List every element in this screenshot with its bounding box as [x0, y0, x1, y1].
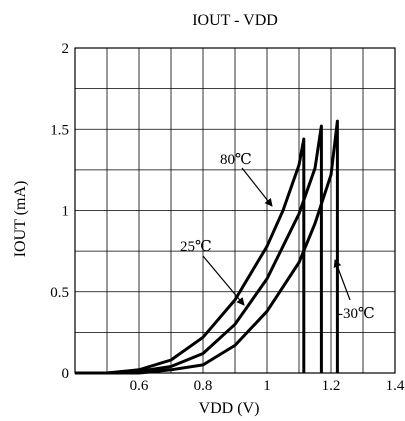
annotation-80c: 80℃	[220, 152, 252, 168]
x-tick-label: 0.6	[130, 378, 149, 394]
annotation-25c-arrow	[203, 256, 244, 305]
y-axis-ticks: 0 0.5 1 1.5 2	[50, 41, 69, 382]
x-tick-label: 1.2	[322, 378, 341, 394]
y-axis-label: IOUT (mA)	[12, 181, 29, 258]
annotation-25c: 25℃	[180, 239, 212, 255]
x-tick-label: 0.8	[194, 378, 213, 394]
y-tick-label: 0.5	[50, 285, 69, 301]
series-line-1	[107, 139, 304, 373]
chart-title: IOUT - VDD	[192, 12, 278, 29]
y-tick-label: 1	[62, 204, 70, 220]
x-axis-ticks: 0.6 0.8 1 1.2 1.4	[130, 378, 405, 394]
annotation-minus30c: -30℃	[338, 306, 375, 322]
annotation-80c-arrow	[242, 168, 272, 206]
x-axis-label: VDD (V)	[199, 400, 260, 417]
x-tick-label: 1.4	[386, 378, 405, 394]
y-tick-label: 0	[62, 366, 70, 382]
y-tick-label: 2	[62, 41, 70, 57]
y-tick-label: 1.5	[50, 122, 69, 138]
x-tick-label: 1	[263, 378, 271, 394]
